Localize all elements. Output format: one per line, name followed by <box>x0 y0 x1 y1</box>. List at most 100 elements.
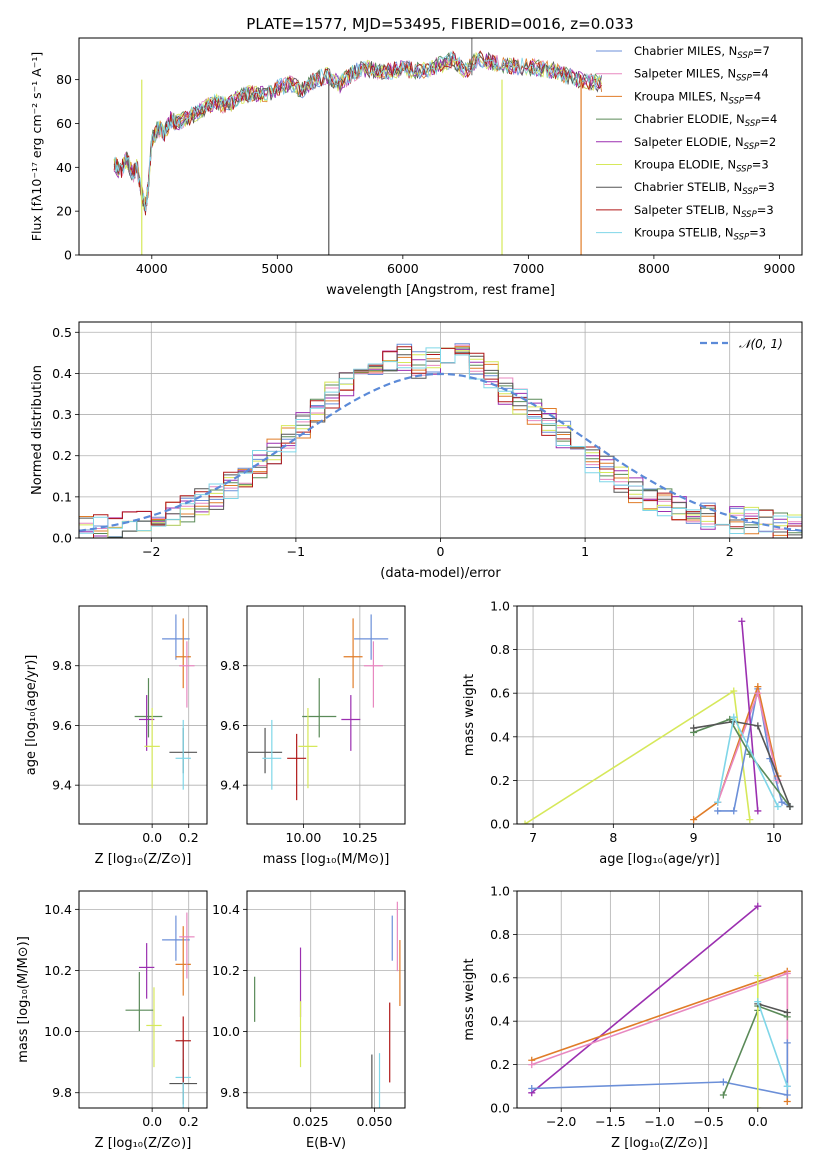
weight-series-line <box>741 621 759 811</box>
x-axis-label: wavelength [Angstrom, rest frame] <box>326 283 555 298</box>
plot-area <box>247 614 389 801</box>
data-point <box>730 687 738 695</box>
y-tick-label: 20 <box>56 204 72 219</box>
plot-area <box>134 614 198 790</box>
data-point <box>528 1061 536 1069</box>
x-axis-label: E(B-V) <box>306 1136 346 1151</box>
legend-entry: Kroupa STELIB, NSSP=3 <box>634 226 766 243</box>
data-point <box>719 1091 727 1099</box>
x-tick-label: 0.0 <box>142 830 162 845</box>
data-point <box>754 902 762 910</box>
data-point <box>783 1039 791 1047</box>
x-tick-label: 7 <box>529 830 537 845</box>
spectrum-series-line <box>113 51 602 215</box>
y-tick-label: 0 <box>64 248 72 263</box>
x-tick-label: −1.5 <box>595 1114 625 1129</box>
y-axis-label: mass weight <box>462 958 477 1040</box>
data-point <box>754 722 762 730</box>
plot-area <box>528 902 791 1108</box>
x-tick-label: 9 <box>690 830 698 845</box>
y-tick-label: 0.6 <box>490 686 510 701</box>
legend-entry: 𝒩(0, 1) <box>739 337 783 351</box>
x-tick-label: 2 <box>726 544 734 559</box>
x-tick-label: −0.5 <box>693 1114 723 1129</box>
y-tick-label: 0.1 <box>52 489 72 504</box>
panel-age_vs_Z: 0.0 0.2 9.4 9.6 9.8 Z [log₁₀(Z/Z⊙)] age [log₁₀… <box>24 605 208 867</box>
axes-frame <box>516 890 803 1109</box>
y-tick-label: 10.0 <box>44 1024 72 1039</box>
data-point <box>714 798 722 806</box>
x-tick-label: −1 <box>287 544 305 559</box>
x-axis-label: mass [log₁₀(M/M⊙)] <box>263 852 390 867</box>
y-tick-label: 9.4 <box>52 778 72 793</box>
y-tick-label: 0.5 <box>52 325 72 340</box>
weight-series-line <box>531 1042 789 1096</box>
x-tick-label: 10.25 <box>342 830 378 845</box>
legend-entry: Salpeter ELODIE, NSSP=2 <box>634 135 776 152</box>
y-tick-label: 0.0 <box>490 817 510 832</box>
axes-frame <box>246 890 406 1109</box>
data-point <box>754 683 762 691</box>
x-tick-label: 0.2 <box>179 1114 199 1129</box>
y-tick-label: 1.0 <box>490 599 510 614</box>
x-tick-label: 5000 <box>261 261 293 276</box>
panel-weight_vs_age: 7 8 9 10 0.0 0.2 0.4 0.6 0.8 1.0 age [log₁₀(age/yr… <box>462 599 803 867</box>
weight-series-line <box>722 1004 788 1096</box>
y-tick-label: 10.2 <box>212 963 240 978</box>
panel-residuals: −2 −1 0 1 2 0.0 0.1 0.2 0.3 0.4 0.5 𝒩(0, 1) (data-mo… <box>30 321 803 581</box>
x-tick-label: 6000 <box>387 261 419 276</box>
y-tick-label: 0.0 <box>490 1101 510 1116</box>
data-point <box>754 1104 762 1108</box>
y-tick-label: 10.4 <box>44 902 72 917</box>
data-point <box>746 816 754 824</box>
spectrum-series-line <box>113 51 602 212</box>
legend-entry: Chabrier MILES, NSSP=7 <box>634 44 770 61</box>
x-tick-label: 8000 <box>638 261 670 276</box>
data-point <box>754 998 762 1006</box>
y-tick-label: 0.8 <box>490 642 510 657</box>
legend-entry: Kroupa ELODIE, NSSP=3 <box>634 158 769 175</box>
spectrum-series-line <box>113 53 602 211</box>
x-tick-label: 1 <box>581 544 589 559</box>
plot-area <box>113 38 602 255</box>
legend-entry: Kroupa MILES, NSSP=4 <box>634 89 761 106</box>
data-point <box>730 807 738 815</box>
axes-frame <box>78 605 208 825</box>
y-tick-label: 0.2 <box>52 448 72 463</box>
y-tick-label: 0.6 <box>490 970 510 985</box>
x-tick-label: 9000 <box>764 261 796 276</box>
y-tick-label: 10.2 <box>44 963 72 978</box>
panel-age_vs_mass: 10.00 10.25 9.4 9.6 9.8 mass [log₁₀(M/M⊙)] <box>220 605 406 867</box>
x-axis-label: age [log₁₀(age/yr)] <box>599 852 720 867</box>
weight-series-line <box>531 905 759 1094</box>
y-tick-label: 0.0 <box>52 531 72 546</box>
legend-entry: Chabrier ELODIE, NSSP=4 <box>634 112 777 129</box>
legend-entry: Salpeter MILES, NSSP=4 <box>634 67 769 84</box>
y-tick-label: 0.4 <box>490 729 510 744</box>
y-tick-label: 9.6 <box>52 718 72 733</box>
panel-mass_vs_Z: 0.0 0.2 9.8 10.0 10.2 10.4 Z [log₁₀(Z/Z⊙)] mass… <box>16 890 208 1151</box>
x-axis-label: Z [log₁₀(Z/Z⊙)] <box>611 1136 708 1151</box>
data-point <box>528 1084 536 1092</box>
plot-area <box>521 617 794 824</box>
data-point <box>690 724 698 732</box>
y-tick-label: 9.8 <box>52 1085 72 1100</box>
y-tick-label: 10.0 <box>212 1024 240 1039</box>
y-tick-label: 0.8 <box>490 927 510 942</box>
y-tick-label: 80 <box>56 72 72 87</box>
x-tick-label: −2.0 <box>546 1114 576 1129</box>
plot-area <box>254 901 401 1108</box>
y-tick-label: 9.4 <box>220 778 240 793</box>
data-point <box>719 1078 727 1086</box>
x-tick-label: 4000 <box>136 261 168 276</box>
y-tick-label: 9.6 <box>220 718 240 733</box>
data-point <box>783 1091 791 1099</box>
y-tick-label: 60 <box>56 116 72 131</box>
data-point <box>786 803 794 811</box>
data-point <box>738 617 746 625</box>
panel-spectrum: 4000 5000 6000 7000 8000 9000 0 20 40 60 80 Chabrie… <box>29 37 803 298</box>
spectrum-series-line <box>114 51 602 212</box>
weight-series-line <box>716 714 779 807</box>
weight-series-line <box>693 683 779 821</box>
y-axis-label: age [log₁₀(age/yr)] <box>24 655 39 776</box>
